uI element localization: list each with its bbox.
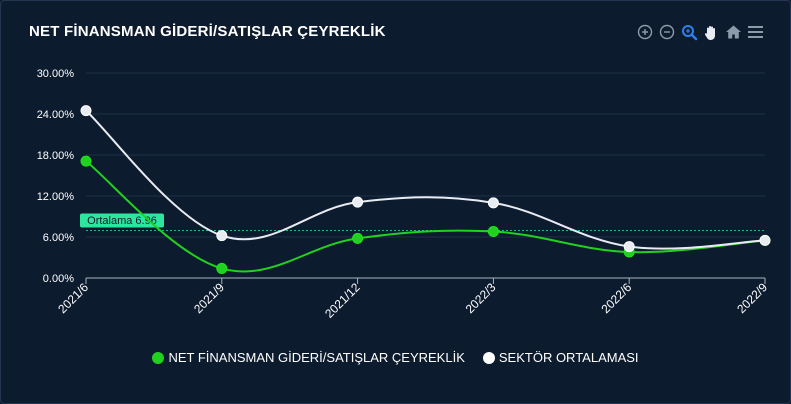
series-lines [85,109,766,273]
x-tick-label: 2022/6 [598,280,634,316]
legend-label-sector: SEKTÖR ORTALAMASI [498,350,639,365]
chart-title: NET FİNANSMAN GİDERİ/SATIŞLAR ÇEYREKLİK [29,23,386,40]
legend-item-company[interactable]: NET FİNANSMAN GİDERİ/SATIŞLAR ÇEYREKLİK [152,350,465,365]
y-tick-label: 0.00% [43,273,74,285]
data-point-sector[interactable] [216,230,228,242]
data-point-company[interactable] [80,155,92,167]
zoom-out-icon[interactable] [658,23,676,41]
legend-item-sector[interactable]: SEKTÖR ORTALAMASI [482,350,639,365]
selection-zoom-icon[interactable] [680,23,698,41]
y-tick-label: 24.00% [37,109,75,121]
reset-home-icon[interactable] [724,23,742,41]
legend-label-company: NET FİNANSMAN GİDERİ/SATIŞLAR ÇEYREKLİK [168,350,465,365]
data-point-sector[interactable] [352,196,364,208]
x-tick-label: 2021/12 [322,280,363,321]
series-line-company [85,160,766,273]
menu-icon[interactable] [746,23,764,41]
average-label: Ortalama 6.96 [87,215,157,227]
data-point-company[interactable] [216,262,228,274]
data-point-sector[interactable] [487,197,499,209]
y-tick-label: 30.00% [37,68,75,80]
data-point-sector[interactable] [80,105,92,117]
x-tick-label: 2022/9 [734,280,770,316]
y-tick-label: 18.00% [37,150,75,162]
data-point-company[interactable] [352,232,364,244]
legend-marker-company [152,351,165,364]
series-markers [80,105,771,274]
chart-legend: NET FİNANSMAN GİDERİ/SATIŞLAR ÇEYREKLİK … [0,350,791,365]
grid-lines [86,72,765,238]
data-point-sector[interactable] [759,234,771,246]
x-tick-label: 2021/9 [191,280,227,316]
series-line-sector [85,109,766,250]
x-tick-label: 2022/3 [463,280,499,316]
chart-toolbar [636,23,764,41]
axes: 0.00% 6.00% 12.00% 18.00% 24.00% 30.00% 2021/6… [37,68,771,321]
data-point-sector[interactable] [623,241,635,253]
data-point-company[interactable] [487,226,499,238]
zoom-in-icon[interactable] [636,23,654,41]
x-tick-label: 2021/6 [55,280,91,316]
y-tick-label: 6.00% [43,232,74,244]
average-label-box [80,213,164,228]
pan-hand-icon[interactable] [702,23,720,41]
average-annotation: Ortalama 6.96 [80,213,765,231]
y-tick-label: 12.00% [37,191,75,203]
legend-marker-sector [482,351,495,364]
